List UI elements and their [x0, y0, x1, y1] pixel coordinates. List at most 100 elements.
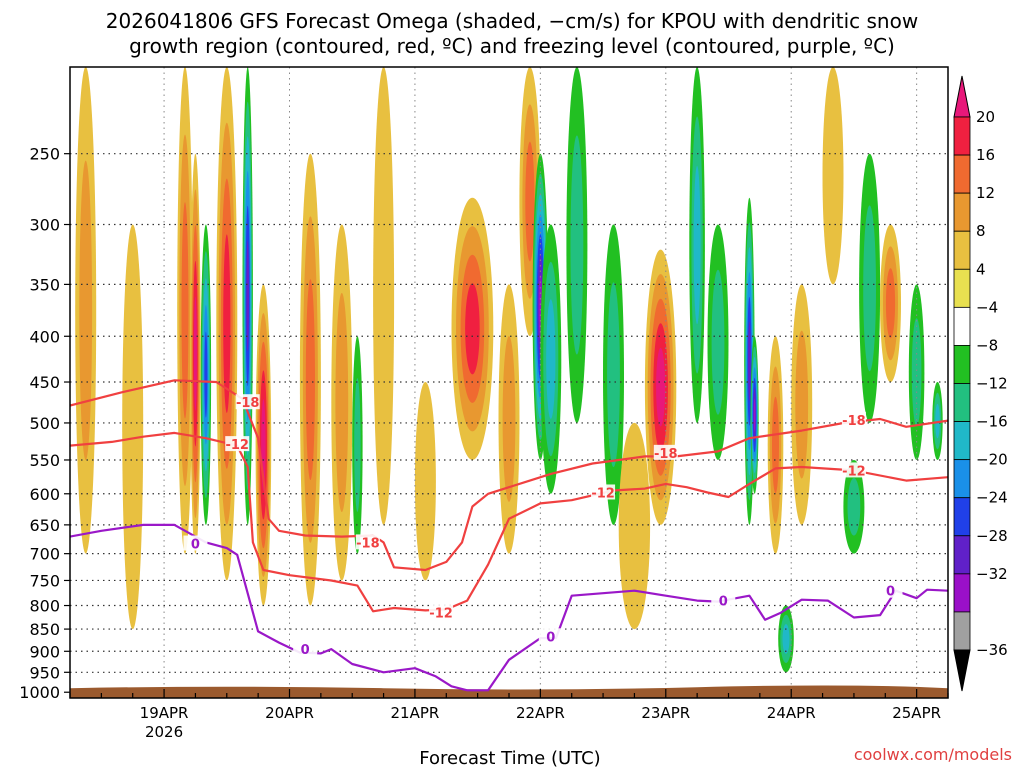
- colorbar-swatch: [953, 268, 971, 308]
- chart-title-line-2: growth region (contoured, red, ºC) and f…: [129, 34, 895, 58]
- omega-cell: [335, 293, 349, 512]
- contour-label: -18: [356, 536, 380, 551]
- x-tick-label: 20APR: [265, 704, 314, 722]
- contour-0: 0 0 0 0 0: [70, 523, 948, 692]
- y-tick-label: 550: [29, 451, 60, 470]
- y-tick-label: 750: [29, 571, 60, 590]
- colorbar-label: −36: [976, 641, 1008, 659]
- contour--18: -18 -18 -18 -18: [70, 379, 948, 572]
- contour-label: -18: [236, 396, 260, 411]
- x-tick-label: 25APR: [892, 704, 941, 722]
- y-tick-label: 450: [29, 373, 60, 392]
- y-tick-label: 850: [29, 620, 60, 639]
- contour--12: -12 -12 -12 -12: [70, 431, 948, 622]
- y-tick-label: 400: [29, 327, 60, 346]
- y-tick-label: 350: [29, 275, 60, 294]
- y-tick-label: 300: [29, 216, 60, 235]
- y-tick-label: 650: [29, 516, 60, 535]
- colorbar-top-arrow: [953, 75, 971, 118]
- y-tick-label: 500: [29, 414, 60, 433]
- contour-label: -18: [654, 447, 678, 462]
- omega-cell: [847, 478, 861, 536]
- omega-cell: [753, 398, 756, 432]
- colorbar-label: 20: [976, 108, 995, 126]
- y-tick-label: 900: [29, 642, 60, 661]
- contour-label-bg: [293, 641, 318, 657]
- contour-label: 0: [191, 538, 200, 553]
- colorbar-swatch: [953, 116, 971, 156]
- omega-cell: [885, 268, 896, 339]
- colorbar-label: −4: [976, 298, 998, 316]
- contour-label: -18: [842, 414, 866, 429]
- contour-label-bg: [841, 462, 866, 478]
- contour-label-bg: [538, 628, 563, 644]
- colorbar-label: 16: [976, 146, 995, 164]
- colorbar-swatch: [953, 421, 971, 461]
- y-tick-label: 800: [29, 597, 60, 616]
- x-tick-label: 23APR: [641, 704, 690, 722]
- chart-title-line-1: 2026041806 GFS Forecast Omega (shaded, −…: [106, 9, 918, 33]
- omega-cell: [822, 67, 844, 285]
- colorbar-label: −24: [976, 489, 1008, 507]
- colorbar-label: −16: [976, 413, 1008, 431]
- contour-label: 0: [886, 585, 895, 600]
- y-tick-label: 950: [29, 663, 60, 682]
- colorbar-swatch: [953, 230, 971, 270]
- contour-label-bg: [841, 411, 866, 427]
- omega-cell: [181, 202, 189, 419]
- omega-cell: [546, 299, 556, 419]
- omega-cell: [373, 67, 395, 525]
- contour-label: 0: [719, 595, 728, 610]
- colorbar-swatch: [953, 535, 971, 575]
- contour-label: 0: [301, 643, 310, 658]
- contour-label-bg: [235, 394, 260, 410]
- colorbar-label: −32: [976, 565, 1008, 583]
- contour-label-bg: [429, 604, 454, 620]
- colorbar-swatch: [953, 611, 971, 651]
- y-tick-label: 600: [29, 485, 60, 504]
- colorbar-swatch: [953, 573, 971, 613]
- colorbar-swatch: [953, 192, 971, 232]
- omega-cell: [79, 160, 93, 461]
- axes: 250 300 350 400 450 500 550 600 650 700 750 800 850 9…: [19, 66, 949, 741]
- x-year-label: 2026: [145, 723, 183, 741]
- omega-cell: [465, 283, 480, 375]
- contour-label: -12: [842, 464, 866, 479]
- colorbar-swatch: [953, 459, 971, 499]
- contour-line: [70, 379, 948, 572]
- omega-cell: [863, 205, 876, 372]
- omega-cell: [246, 240, 249, 352]
- colorbar-label: 12: [976, 184, 995, 202]
- contour-label-bg: [183, 535, 208, 551]
- colorbar-label: −28: [976, 527, 1008, 545]
- omega-cell: [711, 269, 725, 415]
- omega-cell: [525, 141, 535, 262]
- omega-cell: [656, 347, 666, 427]
- omega-cell: [354, 378, 361, 512]
- plot-area: -18 -18 -18 -18 -12 -12 -12 -12 0 0 0 0 0: [70, 67, 948, 698]
- contour-label-bg: [591, 484, 616, 500]
- source-label[interactable]: coolwx.com/models: [854, 745, 1012, 764]
- colorbar-label: −8: [976, 336, 998, 354]
- contour-line: [70, 523, 948, 692]
- y-tick-label: 700: [29, 545, 60, 564]
- y-tick-label: 1000: [19, 683, 60, 702]
- x-tick-label: 22APR: [516, 704, 565, 722]
- contour-label-bg: [653, 444, 678, 460]
- contour-label-bg: [225, 436, 250, 452]
- contour-label: 0: [546, 630, 555, 645]
- x-tick-label: 19APR: [140, 704, 189, 722]
- omega-cell: [193, 296, 197, 411]
- colorbar-swatch: [953, 154, 971, 194]
- omega-cell: [570, 135, 584, 355]
- colorbar-label: −20: [976, 451, 1008, 469]
- omega-cell: [618, 422, 651, 630]
- omega-cell: [935, 403, 940, 439]
- colorbar-label: 8: [976, 222, 986, 240]
- y-tick-label: 250: [29, 145, 60, 164]
- omega-cell: [204, 331, 208, 418]
- omega-cell: [414, 382, 436, 581]
- omega-cell: [122, 224, 144, 630]
- omega-cell: [772, 396, 779, 494]
